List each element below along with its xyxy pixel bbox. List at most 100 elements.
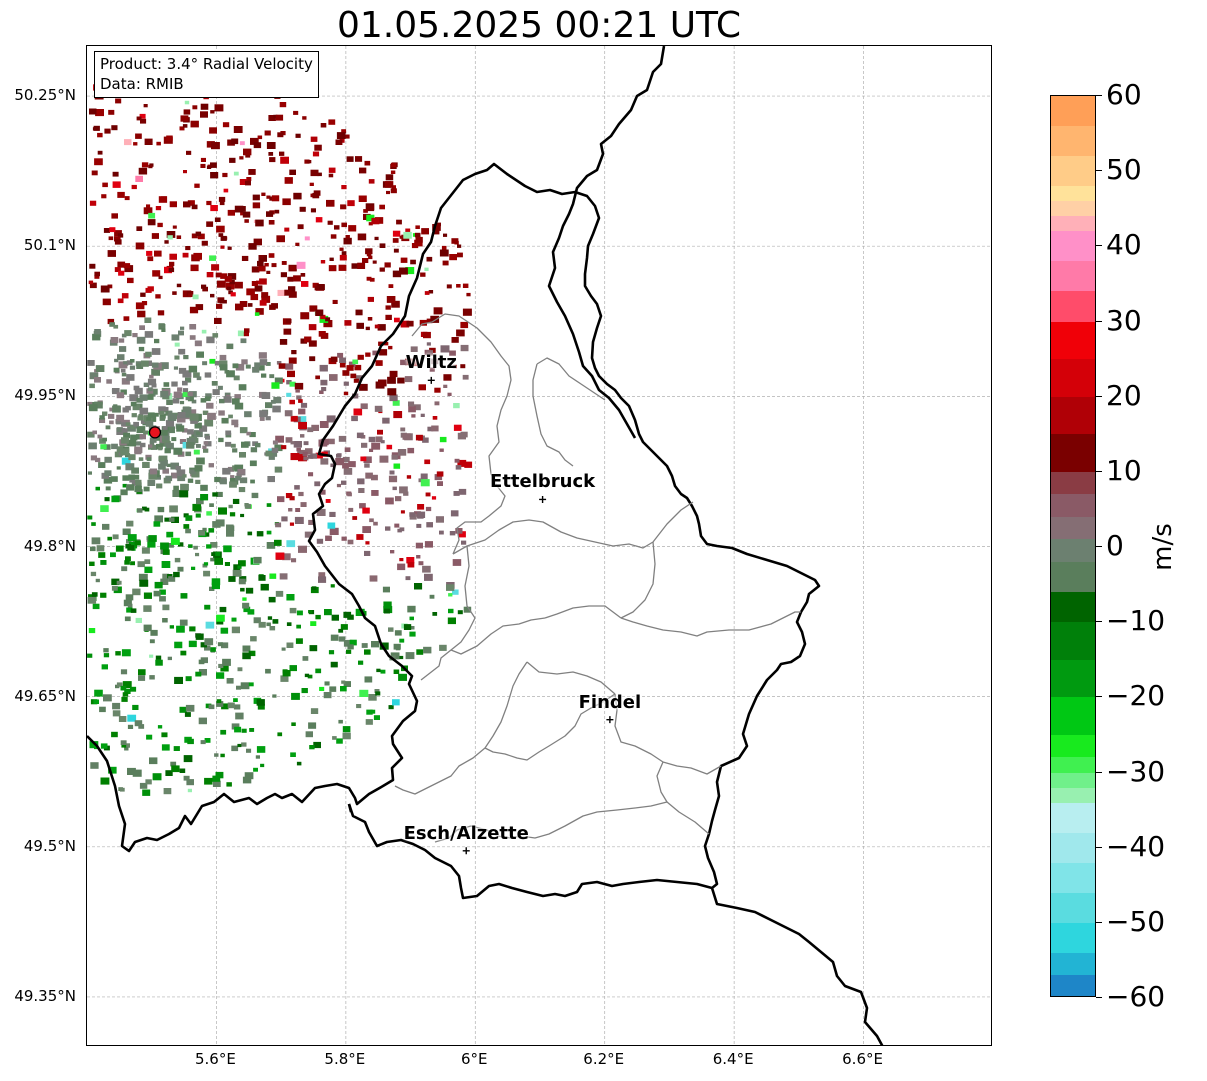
- radar-echo-bin: [339, 247, 344, 251]
- radar-echo-bin: [120, 448, 130, 456]
- radar-echo-bin: [180, 593, 188, 599]
- radar-echo-bin: [266, 195, 271, 199]
- colorbar-tick-label: −10: [1106, 604, 1166, 638]
- radar-echo-bin: [150, 629, 158, 636]
- radar-echo-bin: [138, 724, 145, 729]
- radar-echo-bin: [428, 290, 434, 294]
- radar-echo-bin: [112, 405, 121, 413]
- radar-echo-bin: [405, 228, 411, 233]
- radar-echo-bin: [214, 557, 223, 565]
- radar-echo-bin: [353, 408, 363, 416]
- radar-echo-bin: [236, 685, 241, 690]
- radar-echo-bin: [122, 483, 127, 488]
- radar-echo-bin: [256, 746, 266, 753]
- radar-echo-bin: [219, 398, 225, 404]
- longitude-tick-label: 6.4°E: [712, 1050, 754, 1068]
- colorbar-segment: [1051, 516, 1095, 540]
- radar-echo-bin: [162, 407, 169, 413]
- radar-echo-bin: [178, 330, 184, 336]
- radar-echo-bin: [250, 636, 257, 642]
- radar-echo-bin: [374, 236, 379, 241]
- radar-echo-bin: [209, 358, 216, 364]
- radar-echo-bin: [212, 780, 221, 787]
- radar-echo-bin: [148, 472, 157, 480]
- radar-echo-bin: [297, 224, 304, 230]
- radar-echo-bin: [432, 229, 440, 235]
- radar-echo-bin: [259, 410, 268, 418]
- radar-echo-bin: [457, 244, 462, 248]
- radar-echo-bin: [195, 552, 200, 557]
- radar-echo-bin: [164, 435, 169, 440]
- radar-echo-bin: [289, 381, 296, 387]
- radar-echo-bin: [400, 359, 407, 366]
- data-source-label: Data: RMIB: [100, 75, 184, 93]
- radar-echo-bin: [154, 515, 163, 523]
- radar-echo-bin: [339, 363, 346, 368]
- radar-echo-bin: [218, 196, 226, 202]
- radar-echo-bin: [451, 238, 459, 244]
- city-label: Wiltz: [405, 352, 457, 374]
- radar-echo-bin: [218, 233, 224, 237]
- radar-echo-bin: [226, 370, 235, 378]
- longitude-tick-label: 6°E: [461, 1050, 488, 1068]
- radar-echo-bin: [188, 365, 198, 373]
- radar-echo-bin: [191, 204, 198, 210]
- radar-echo-bin: [115, 419, 122, 424]
- radar-echo-bin: [191, 471, 200, 478]
- radar-echo-bin: [158, 446, 163, 451]
- radar-echo-bin: [336, 132, 346, 139]
- radar-echo-bin: [239, 477, 248, 484]
- radar-echo-bin: [186, 150, 192, 155]
- colorbar-segment: [1051, 96, 1095, 127]
- radar-echo-bin: [186, 779, 194, 786]
- radar-echo-bin: [392, 238, 399, 243]
- radar-echo-bin: [338, 628, 344, 633]
- radar-echo-bin: [216, 699, 222, 703]
- radar-echo-bin: [124, 688, 131, 694]
- radar-echo-bin: [240, 338, 247, 344]
- radar-echo-bin: [254, 362, 261, 368]
- radar-echo-bin: [296, 395, 302, 400]
- radar-echo-bin: [136, 508, 143, 513]
- radar-echo-bin: [114, 239, 122, 245]
- colorbar-segment: [1051, 975, 1095, 996]
- radar-echo-bin: [121, 378, 130, 385]
- radar-echo-bin: [427, 426, 434, 432]
- radar-echo-bin: [117, 261, 126, 268]
- radar-echo-bin: [121, 457, 131, 465]
- radar-echo-bin: [246, 288, 255, 296]
- radar-echo-bin: [402, 433, 411, 440]
- radar-echo-bin: [388, 284, 394, 288]
- radar-echo-bin: [364, 649, 371, 655]
- radar-echo-bin: [295, 389, 300, 393]
- radar-echo-bin: [165, 770, 173, 776]
- radar-echo-bin: [133, 142, 138, 146]
- radar-echo-bin: [127, 603, 133, 608]
- radar-echo-bin: [308, 324, 317, 331]
- radar-echo-bin: [121, 422, 126, 426]
- radar-echo-bin: [155, 294, 161, 299]
- radar-echo-bin: [97, 434, 103, 439]
- radar-echo-bin: [123, 361, 128, 365]
- radar-echo-bin: [176, 625, 185, 633]
- radar-echo-bin: [260, 763, 265, 768]
- radar-echo-bin: [179, 706, 187, 713]
- radar-echo-bin: [149, 757, 158, 765]
- radar-echo-bin: [130, 425, 135, 430]
- radar-echo-bin: [203, 570, 211, 577]
- radar-echo-bin: [415, 225, 420, 229]
- radar-echo-bin: [176, 425, 185, 432]
- radar-echo-bin: [310, 169, 319, 177]
- radar-echo-bin: [260, 583, 269, 591]
- radar-echo-bin: [378, 341, 384, 346]
- radar-echo-bin: [239, 141, 245, 146]
- radar-echo-bin: [255, 308, 264, 315]
- radar-echo-bin: [174, 641, 183, 649]
- radar-echo-bin: [189, 626, 196, 632]
- map-panel[interactable]: Wiltz Ettelbruck Findel Esch/Alzette: [86, 45, 992, 1046]
- radar-echo-bin: [392, 486, 397, 491]
- radar-echo-bin: [450, 510, 459, 517]
- radar-echo-bin: [310, 136, 318, 142]
- radar-echo-bin: [340, 624, 348, 630]
- radar-echo-bin: [279, 573, 288, 580]
